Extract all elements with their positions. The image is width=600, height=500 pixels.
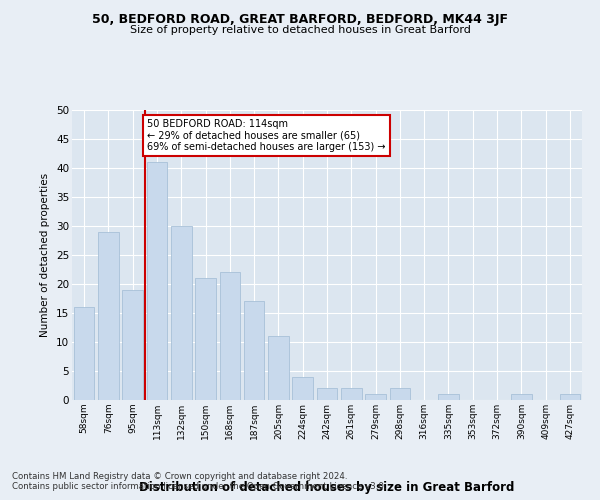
Bar [438, 394, 459, 400]
Bar [268, 336, 289, 400]
Bar [171, 226, 191, 400]
Text: Contains HM Land Registry data © Crown copyright and database right 2024.: Contains HM Land Registry data © Crown c… [12, 472, 347, 481]
Text: 50, BEDFORD ROAD, GREAT BARFORD, BEDFORD, MK44 3JF: 50, BEDFORD ROAD, GREAT BARFORD, BEDFORD… [92, 12, 508, 26]
Y-axis label: Number of detached properties: Number of detached properties [40, 173, 50, 337]
Bar [74, 307, 94, 400]
Text: Contains public sector information licensed under the Open Government Licence v3: Contains public sector information licen… [12, 482, 386, 491]
Bar [292, 377, 313, 400]
X-axis label: Distribution of detached houses by size in Great Barford: Distribution of detached houses by size … [139, 481, 515, 494]
Bar [560, 394, 580, 400]
Bar [389, 388, 410, 400]
Text: 50 BEDFORD ROAD: 114sqm
← 29% of detached houses are smaller (65)
69% of semi-de: 50 BEDFORD ROAD: 114sqm ← 29% of detache… [147, 118, 386, 152]
Bar [220, 272, 240, 400]
Bar [317, 388, 337, 400]
Bar [98, 232, 119, 400]
Bar [365, 394, 386, 400]
Bar [146, 162, 167, 400]
Bar [341, 388, 362, 400]
Bar [195, 278, 216, 400]
Bar [511, 394, 532, 400]
Bar [244, 302, 265, 400]
Text: Size of property relative to detached houses in Great Barford: Size of property relative to detached ho… [130, 25, 470, 35]
Bar [122, 290, 143, 400]
